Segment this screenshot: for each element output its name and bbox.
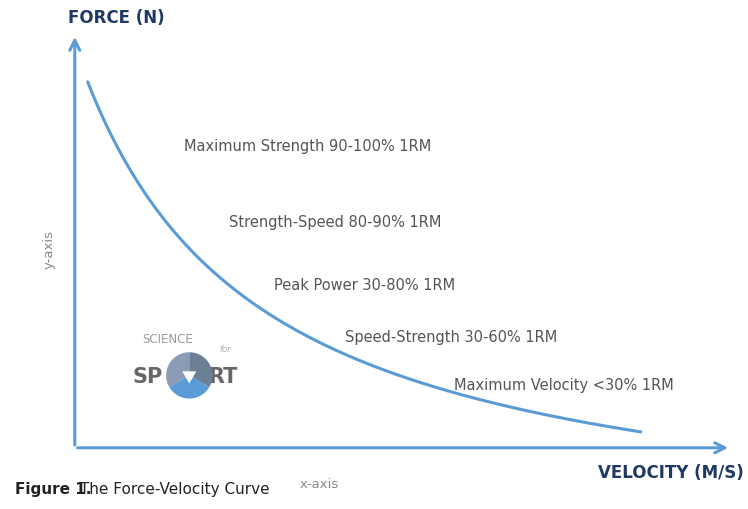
Text: VELOCITY (M/S): VELOCITY (M/S) [598, 463, 744, 480]
Text: SCIENCE: SCIENCE [142, 332, 193, 345]
Text: Peak Power 30-80% 1RM: Peak Power 30-80% 1RM [275, 277, 456, 293]
Polygon shape [183, 372, 196, 384]
Text: for: for [220, 344, 231, 353]
Text: The Force-Velocity Curve: The Force-Velocity Curve [75, 482, 269, 496]
Text: Figure 1.: Figure 1. [15, 482, 91, 496]
Text: FORCE (N): FORCE (N) [68, 9, 165, 27]
Text: SP: SP [132, 366, 163, 386]
Text: Maximum Velocity <30% 1RM: Maximum Velocity <30% 1RM [454, 377, 674, 392]
Polygon shape [169, 376, 209, 399]
Text: Speed-Strength 30-60% 1RM: Speed-Strength 30-60% 1RM [345, 329, 557, 344]
Text: Maximum Strength 90-100% 1RM: Maximum Strength 90-100% 1RM [184, 138, 432, 154]
Text: y-axis: y-axis [43, 230, 55, 269]
Polygon shape [189, 353, 212, 387]
Polygon shape [166, 353, 189, 387]
Text: x-axis: x-axis [300, 477, 339, 490]
Text: RT: RT [209, 366, 238, 386]
Text: Strength-Speed 80-90% 1RM: Strength-Speed 80-90% 1RM [229, 214, 441, 229]
